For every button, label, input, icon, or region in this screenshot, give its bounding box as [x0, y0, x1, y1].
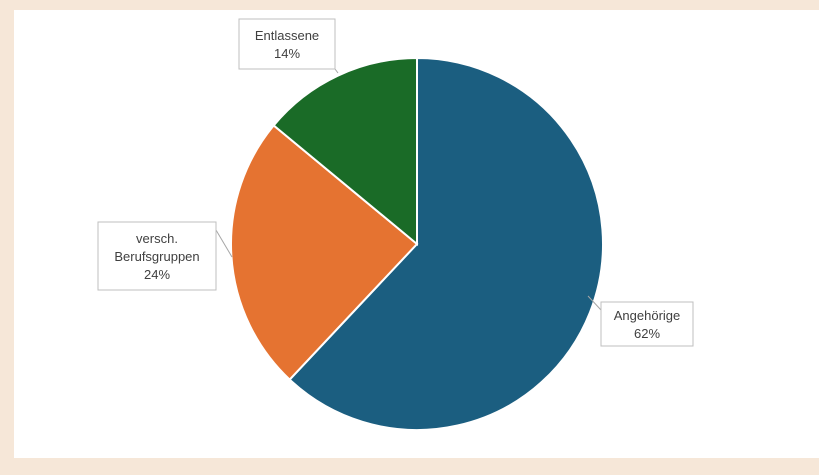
leader-line: [215, 229, 233, 258]
data-label-category: Berufsgruppen: [114, 249, 199, 264]
data-label-value: 62%: [634, 326, 660, 341]
leader-line: [587, 295, 602, 311]
data-label-value: 24%: [144, 267, 170, 282]
data-label-category: Angehörige: [614, 308, 681, 323]
leader-line: [334, 68, 339, 74]
data-label-category: Entlassene: [255, 28, 319, 43]
pie-slice-entlassene: [272, 56, 418, 247]
data-label-box: [238, 18, 336, 70]
data-label-value: 14%: [274, 46, 300, 61]
data-label: Angehörige 62%: [587, 295, 694, 347]
data-label: versch. Berufsgruppen 24%: [97, 221, 233, 291]
data-label: Entlassene 14%: [238, 18, 339, 74]
data-label-box: [600, 301, 694, 347]
pie-slice-angehörige: [288, 56, 604, 431]
data-label-box: [97, 221, 217, 291]
data-label-category: versch.: [136, 231, 178, 246]
